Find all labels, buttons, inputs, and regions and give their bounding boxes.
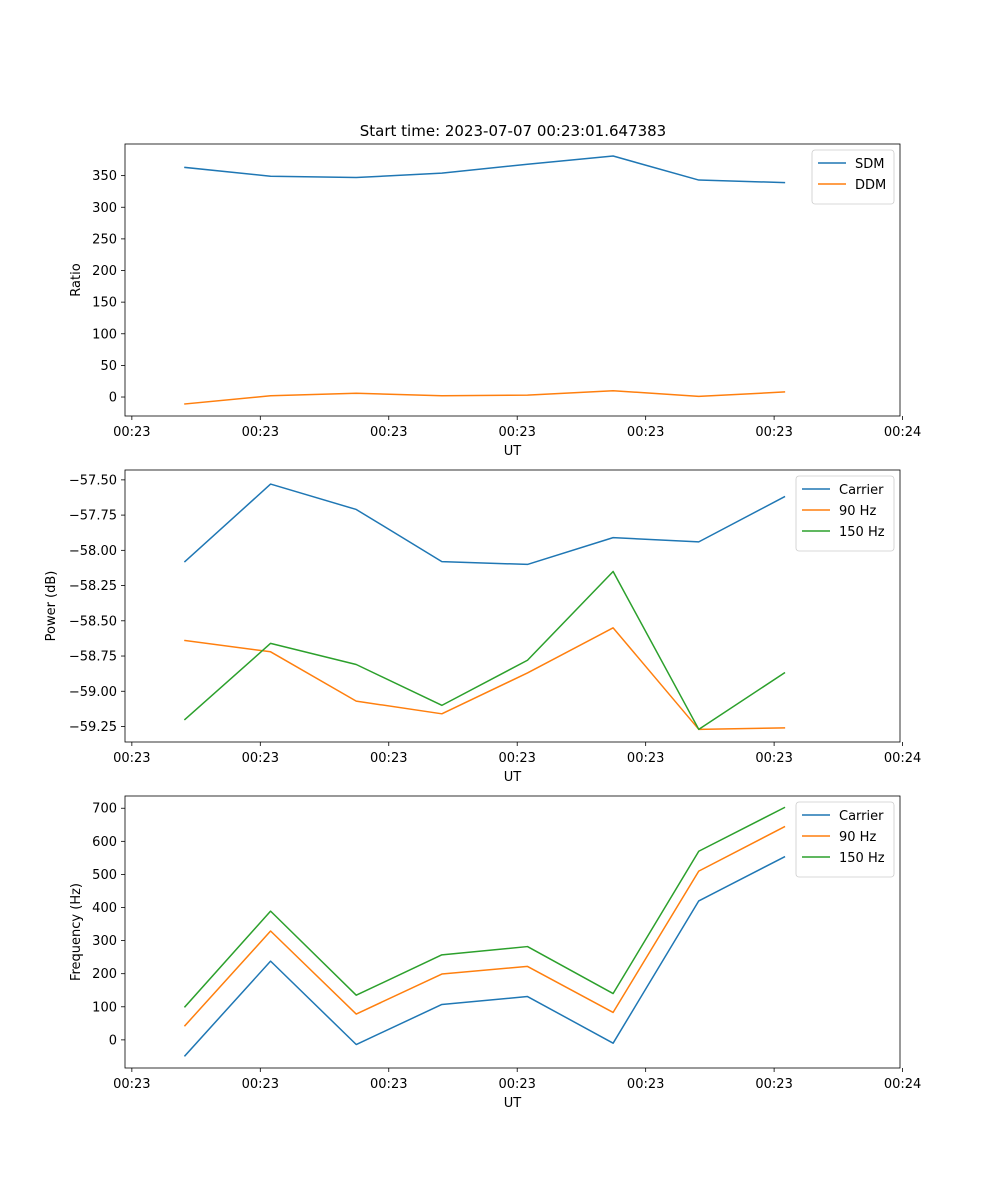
x-axis-label: UT	[504, 444, 522, 459]
y-tick-label: 300	[92, 934, 117, 949]
series-line-sdm	[184, 155, 786, 184]
legend-frame	[795, 801, 895, 878]
series-line-150-hz	[183, 570, 786, 731]
legend-label: 150 Hz	[839, 525, 885, 540]
x-tick-label: 00:23	[113, 751, 150, 766]
x-tick-label: 00:24	[884, 751, 921, 766]
figure-title: Start time: 2023-07-07 00:23:01.647383	[360, 122, 666, 140]
legend-label: 90 Hz	[839, 830, 876, 845]
legend-label: Carrier	[839, 483, 884, 498]
y-tick-label: 300	[92, 201, 117, 216]
series-line-ddm	[184, 389, 786, 405]
x-tick-label: 00:23	[242, 751, 279, 766]
y-tick-label: 200	[92, 967, 117, 982]
y-tick-label: 350	[92, 169, 117, 184]
y-tick-label: −59.00	[69, 685, 117, 700]
x-tick-label: 00:23	[242, 425, 279, 440]
x-tick-label: 00:23	[242, 1077, 279, 1092]
legend-label: Carrier	[839, 809, 884, 824]
series-line-90-hz	[184, 627, 786, 731]
axes-frame	[124, 795, 901, 1069]
x-axis-label: UT	[504, 770, 522, 785]
y-tick-label: 400	[92, 901, 117, 916]
x-tick-label: 00:23	[755, 751, 792, 766]
y-tick-label: 250	[92, 232, 117, 247]
axes-frame	[124, 143, 901, 417]
x-tick-label: 00:23	[498, 1077, 535, 1092]
y-tick-label: 500	[92, 868, 117, 883]
frequency-panel: 00:23 00:23 00:23 00:23 00:23 00:23 00:24 0 100 2…	[69, 795, 921, 1111]
y-tick-label: 600	[92, 835, 117, 850]
series-line-150-hz	[183, 806, 786, 1008]
legend-label: 150 Hz	[839, 851, 885, 866]
y-tick-label: 0	[109, 1033, 117, 1048]
y-tick-label: −58.75	[69, 650, 117, 665]
x-tick-label: 00:23	[113, 1077, 150, 1092]
y-tick-label: −57.50	[69, 473, 117, 488]
y-tick-label: 150	[92, 296, 117, 311]
y-tick-label: −57.75	[69, 509, 117, 524]
series-line-carrier	[183, 483, 786, 566]
y-axis-label: Power (dB)	[44, 571, 59, 642]
x-tick-label: 00:23	[370, 425, 407, 440]
legend-label: 90 Hz	[839, 504, 876, 519]
legend: SDM DDM	[811, 149, 895, 205]
series-line-carrier	[183, 855, 786, 1057]
x-tick-label: 00:23	[627, 751, 664, 766]
x-tick-label: 00:23	[755, 425, 792, 440]
x-tick-label: 00:23	[498, 425, 535, 440]
legend: Carrier 90 Hz 150 Hz	[795, 475, 895, 552]
y-tick-label: −58.00	[69, 544, 117, 559]
power-panel: 00:23 00:23 00:23 00:23 00:23 00:23 00:24 −57.5…	[44, 469, 921, 785]
y-tick-label: 100	[92, 327, 117, 342]
legend-label: SDM	[855, 157, 884, 172]
x-tick-label: 00:23	[498, 751, 535, 766]
x-tick-label: 00:23	[113, 425, 150, 440]
x-tick-label: 00:23	[755, 1077, 792, 1092]
y-tick-label: 200	[92, 264, 117, 279]
y-tick-label: 100	[92, 1000, 117, 1015]
y-axis-label: Ratio	[69, 263, 84, 296]
legend: Carrier 90 Hz 150 Hz	[795, 801, 895, 878]
y-tick-label: −58.25	[69, 579, 117, 594]
ratio-panel: 00:23 00:23 00:23 00:23 00:23 00:23 00:24 0 50 10…	[69, 143, 921, 459]
y-tick-label: 0	[109, 391, 117, 406]
x-tick-label: 00:23	[370, 1077, 407, 1092]
x-tick-label: 00:24	[884, 1077, 921, 1092]
y-tick-label: 700	[92, 802, 117, 817]
legend-frame	[795, 475, 895, 552]
x-tick-label: 00:23	[627, 1077, 664, 1092]
x-tick-label: 00:24	[884, 425, 921, 440]
axes-frame	[124, 469, 901, 743]
x-tick-label: 00:23	[370, 751, 407, 766]
y-tick-label: −59.25	[69, 720, 117, 735]
y-tick-label: 50	[100, 359, 117, 374]
x-tick-label: 00:23	[627, 425, 664, 440]
y-tick-label: −58.50	[69, 614, 117, 629]
x-axis-label: UT	[504, 1096, 522, 1111]
y-axis-label: Frequency (Hz)	[69, 883, 84, 981]
legend-label: DDM	[855, 178, 886, 193]
series-line-90-hz	[183, 825, 786, 1027]
